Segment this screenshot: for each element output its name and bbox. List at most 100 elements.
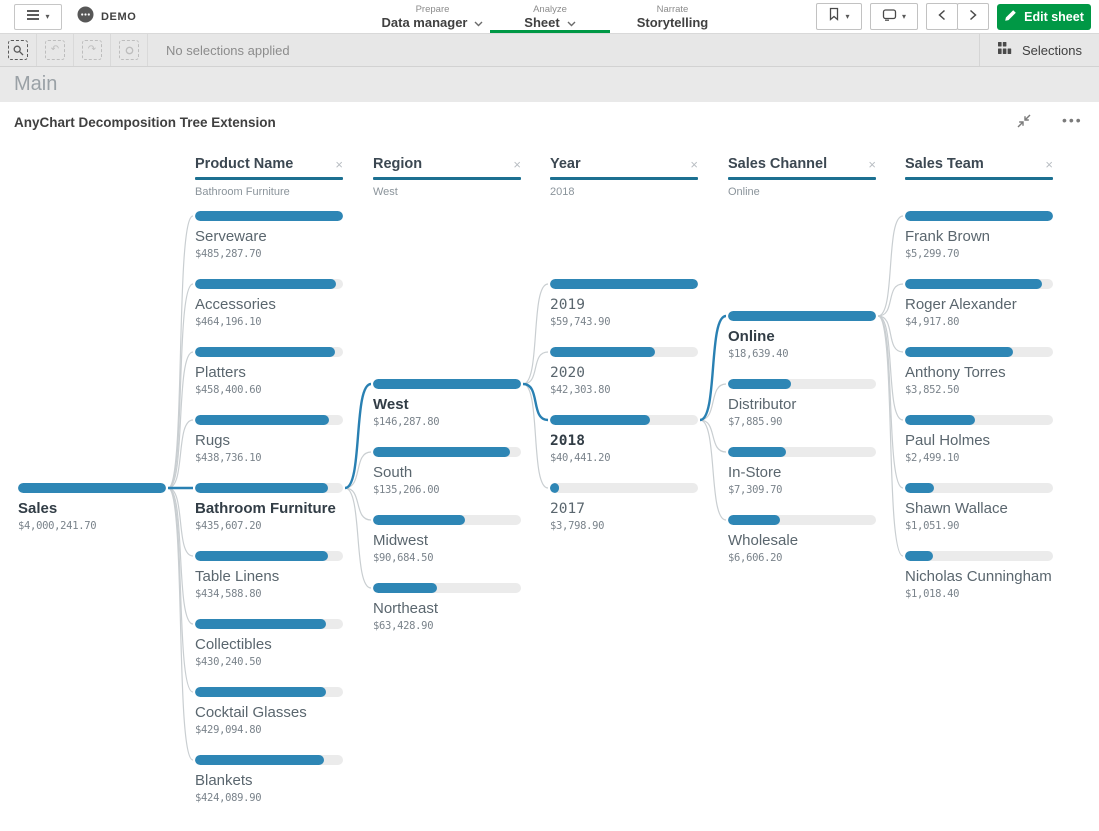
nav-tab-analyze[interactable]: Analyze Sheet xyxy=(490,0,610,33)
node-label: Northeast xyxy=(373,600,439,617)
node-value: $464,196.10 xyxy=(195,316,262,328)
node-value: $146,287.80 xyxy=(373,416,440,428)
tree-link xyxy=(167,487,194,557)
node-bar-fill xyxy=(905,211,1053,221)
step-forward-icon: ↷ xyxy=(82,40,102,60)
node-value: $3,852.50 xyxy=(905,384,960,396)
node-label: Midwest xyxy=(373,532,429,549)
tree-link xyxy=(167,487,194,693)
nav-tab-prepare[interactable]: Prepare Data manager xyxy=(375,0,490,33)
dimension-selected-value: 2018 xyxy=(550,186,575,198)
sheets-button[interactable]: ▾ xyxy=(870,3,918,30)
node-value: $18,639.40 xyxy=(728,348,789,360)
remove-dimension-icon[interactable]: × xyxy=(335,156,343,172)
node-bar-fill xyxy=(373,379,521,389)
selections-tool-button[interactable]: Selections xyxy=(979,34,1099,66)
tree-node-serveware[interactable]: Serveware $485,287.70 xyxy=(195,211,343,260)
node-bar-track xyxy=(728,311,876,321)
node-value: $40,441.20 xyxy=(550,452,611,464)
tree-node-south[interactable]: South $135,206.00 xyxy=(373,447,521,496)
nav-label: Storytelling xyxy=(636,14,709,30)
node-bar-fill xyxy=(550,483,560,493)
tree-node-collectibles[interactable]: Collectibles $430,240.50 xyxy=(195,619,343,668)
tree-node-cocktail-glasses[interactable]: Cocktail Glasses $429,094.80 xyxy=(195,687,343,736)
tree-node-shawn-wallace[interactable]: Shawn Wallace $1,051.90 xyxy=(905,483,1053,532)
node-label: Cocktail Glasses xyxy=(195,704,307,721)
node-label: Anthony Torres xyxy=(905,364,1006,381)
node-label: 2019 xyxy=(550,297,585,313)
dimension-header-product-name: Product Name × Bathroom Furniture xyxy=(195,155,343,198)
sheet-title: Main xyxy=(14,73,58,95)
chevron-down-icon xyxy=(474,15,483,30)
node-value: $7,309.70 xyxy=(728,484,783,496)
tree-link xyxy=(167,487,194,761)
selection-step-forward-button[interactable]: ↷ xyxy=(74,34,111,66)
edit-sheet-button[interactable]: Edit sheet xyxy=(997,3,1091,30)
tree-node-bathroom-furniture[interactable]: Bathroom Furniture $435,607.20 xyxy=(195,483,343,532)
tree-node-platters[interactable]: Platters $458,400.60 xyxy=(195,347,343,396)
tree-node-roger-alexander[interactable]: Roger Alexander $4,917.80 xyxy=(905,279,1053,328)
global-menu-button[interactable]: ▾ xyxy=(14,3,62,30)
node-bar-fill xyxy=(195,551,328,561)
node-label: Rugs xyxy=(195,432,231,449)
tree-node-in-store[interactable]: In-Store $7,309.70 xyxy=(728,447,876,496)
dimension-selected-value: West xyxy=(373,186,398,198)
remove-dimension-icon[interactable]: × xyxy=(868,156,876,172)
tree-node-paul-holmes[interactable]: Paul Holmes $2,499.10 xyxy=(905,415,1053,464)
tree-node-frank-brown[interactable]: Frank Brown $5,299.70 xyxy=(905,211,1053,260)
tree-node-accessories[interactable]: Accessories $464,196.10 xyxy=(195,279,343,328)
tree-node-midwest[interactable]: Midwest $90,684.50 xyxy=(373,515,521,564)
node-bar-fill xyxy=(728,311,876,321)
tree-node-online[interactable]: Online $18,639.40 xyxy=(728,311,876,360)
clear-selections-icon xyxy=(119,40,139,60)
tree-node-blankets[interactable]: Blankets $424,089.90 xyxy=(195,755,343,804)
dimension-underline xyxy=(195,177,343,180)
remove-dimension-icon[interactable]: × xyxy=(690,156,698,172)
node-bar-track xyxy=(728,447,876,457)
node-bar-fill xyxy=(728,447,787,457)
dimension-header-year: Year × 2018 xyxy=(550,155,698,198)
nav-category: Analyze xyxy=(533,3,567,15)
node-bar-track xyxy=(195,279,343,289)
nav-tab-narrate[interactable]: Narrate Storytelling xyxy=(610,0,735,33)
tree-node-west[interactable]: West $146,287.80 xyxy=(373,379,521,428)
previous-sheet-button[interactable] xyxy=(926,3,958,30)
tree-node-2018[interactable]: 2018 $40,441.20 xyxy=(550,415,698,464)
node-label: Bathroom Furniture xyxy=(195,500,336,517)
bookmarks-button[interactable]: ▾ xyxy=(816,3,862,30)
next-sheet-button[interactable] xyxy=(957,3,989,30)
node-label: In-Store xyxy=(728,464,782,481)
tree-node-2017[interactable]: 2017 $3,798.90 xyxy=(550,483,698,532)
tree-node-anthony-torres[interactable]: Anthony Torres $3,852.50 xyxy=(905,347,1053,396)
node-bar-track xyxy=(373,515,521,525)
tree-node-nicholas-cunningham[interactable]: Nicholas Cunningham $1,018.40 xyxy=(905,551,1053,600)
selection-tools: ↶ ↷ xyxy=(0,34,148,66)
tree-node-rugs[interactable]: Rugs $438,736.10 xyxy=(195,415,343,464)
node-bar-fill xyxy=(373,583,438,593)
toolbar-right: ▾ ▾ Edit sheet xyxy=(816,3,1091,30)
node-label: Paul Holmes xyxy=(905,432,991,449)
tree-node-northeast[interactable]: Northeast $63,428.90 xyxy=(373,583,521,632)
chevron-right-icon xyxy=(969,8,977,26)
tree-node-table-linens[interactable]: Table Linens $434,588.80 xyxy=(195,551,343,600)
remove-dimension-icon[interactable]: × xyxy=(513,156,521,172)
more-options-icon[interactable]: ••• xyxy=(1062,112,1083,128)
remove-dimension-icon[interactable]: × xyxy=(1045,156,1053,172)
node-value: $458,400.60 xyxy=(195,384,262,396)
tree-node-wholesale[interactable]: Wholesale $6,606.20 xyxy=(728,515,876,564)
clear-selections-button[interactable] xyxy=(111,34,148,66)
nav-label: Data manager xyxy=(381,14,468,30)
tree-node-2019[interactable]: 2019 $59,743.90 xyxy=(550,279,698,328)
app-logo[interactable]: DEMO xyxy=(77,6,136,28)
tree-node-2020[interactable]: 2020 $42,303.80 xyxy=(550,347,698,396)
node-value: $3,798.90 xyxy=(550,520,605,532)
node-label: 2018 xyxy=(550,433,585,449)
node-bar-track xyxy=(195,483,343,493)
tree-node-distributor[interactable]: Distributor $7,885.90 xyxy=(728,379,876,428)
tree-node-sales[interactable]: Sales $4,000,241.70 xyxy=(18,483,166,532)
collapse-icon[interactable] xyxy=(1016,113,1032,134)
node-label: Shawn Wallace xyxy=(905,500,1008,517)
selection-step-back-button[interactable]: ↶ xyxy=(37,34,74,66)
smart-search-button[interactable] xyxy=(0,34,37,66)
tree-link xyxy=(877,215,904,317)
